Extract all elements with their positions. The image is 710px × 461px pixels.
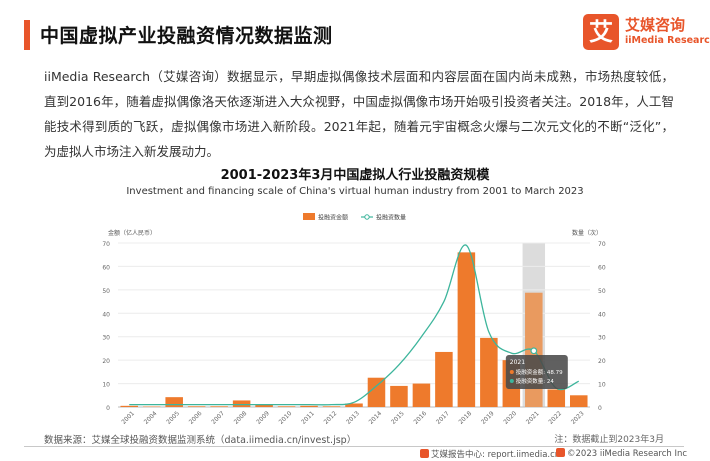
y-left-tick-label: 20 (102, 358, 110, 365)
legend-label-count: 投融资数量 (376, 214, 406, 222)
bar-2016 (412, 383, 431, 407)
bar-2012 (322, 406, 341, 407)
x-tick-label: 2015 (390, 410, 406, 426)
line-point-highlight (530, 347, 538, 355)
y-right-tick-label: 20 (598, 358, 606, 365)
x-tick-label: 2018 (457, 410, 473, 426)
bar-2023 (569, 395, 588, 407)
x-tick-label: 2007 (210, 410, 226, 426)
data-source: 数据来源：艾媒全球投融资数据监测系统（data.iimedia.cn/inves… (44, 435, 357, 446)
copyright: ©2023 iiMedia Research Inc (556, 448, 687, 459)
y-left-tick-label: 0 (106, 405, 110, 412)
footer-divider (24, 446, 684, 447)
bar-2005 (165, 397, 183, 407)
y-left-tick-label: 30 (102, 335, 110, 342)
y-left-axis-label: 金额（亿人民币） (108, 229, 156, 237)
x-tick-label: 2022 (547, 410, 563, 426)
bar-2001 (120, 405, 139, 407)
y-left-tick-label: 40 (102, 311, 110, 318)
bar-2022 (547, 389, 566, 407)
bar-2018 (457, 252, 476, 407)
chart-title: 2001-2023年3月中国虚拟人行业投融资规模 (220, 168, 490, 183)
x-tick-label: 2011 (300, 410, 316, 426)
x-tick-label: 2014 (368, 410, 384, 426)
tooltip-row-amount: 投融资金额: 48.79 (516, 368, 563, 376)
y-left-tick-label: 60 (102, 264, 110, 271)
logo-english-text: iiMedia Research (625, 35, 710, 46)
report-center-icon (420, 449, 429, 458)
line-series-count (129, 244, 580, 406)
x-tick-label: 2008 (233, 410, 249, 426)
iimedia-logo: 艾 艾媒咨询 iiMedia Research (583, 12, 710, 52)
x-tick-label: 2017 (435, 410, 451, 426)
report-center-link[interactable]: 艾媒报告中心: report.iimedia.cn (420, 448, 560, 460)
bar-2015 (390, 385, 408, 407)
y-right-axis-label: 数量（次） (572, 229, 602, 237)
bar-2017 (435, 351, 453, 407)
x-tick-label: 2021 (525, 410, 541, 426)
bar-2013 (345, 403, 363, 407)
x-tick-label: 2006 (188, 410, 204, 426)
tooltip-box (505, 355, 568, 389)
copyright-logo-icon (556, 448, 565, 457)
logo-mark-icon: 艾 (583, 14, 619, 50)
x-tick-label: 2012 (323, 410, 339, 426)
logo-chinese-text: 艾媒咨询 (625, 16, 686, 34)
x-tick-label: 2016 (412, 410, 428, 426)
bar-2010 (277, 406, 296, 407)
copyright-text: ©2023 iiMedia Research Inc (567, 449, 688, 459)
bar-2019 (480, 337, 498, 407)
x-tick-label: 2013 (345, 410, 361, 426)
y-left-tick-label: 10 (102, 382, 110, 389)
y-right-tick-label: 30 (598, 335, 606, 342)
tooltip-marker-count (509, 379, 514, 383)
page-title: 中国虚拟产业投融资情况数据监测 (40, 25, 333, 47)
bar-2009 (255, 404, 273, 407)
x-tick-label: 2004 (143, 410, 159, 426)
tooltip-marker-amount (509, 370, 514, 374)
bar-2008 (232, 400, 251, 407)
y-right-tick-label: 0 (598, 405, 602, 412)
title-accent-bar (24, 20, 30, 50)
y-right-tick-label: 70 (598, 241, 606, 248)
y-right-tick-label: 10 (598, 382, 606, 389)
bar-2007 (210, 406, 228, 407)
report-center-text: 艾媒报告中心: report.iimedia.cn (431, 450, 561, 460)
y-right-tick-label: 40 (598, 311, 606, 318)
y-left-tick-label: 70 (102, 241, 110, 248)
legend-marker-count (364, 214, 370, 220)
x-tick-label: 2020 (502, 410, 518, 426)
bar-2006 (187, 406, 206, 407)
legend-swatch-amount (303, 213, 315, 220)
x-tick-label: 2023 (570, 410, 586, 426)
y-left-tick-label: 50 (102, 288, 110, 295)
tooltip-row-count: 投融资数量: 24 (516, 377, 555, 385)
tooltip-title: 2021 (510, 359, 525, 366)
legend-label-amount: 投融资金额 (318, 214, 348, 222)
x-tick-label: 2010 (278, 410, 294, 426)
intro-paragraph: iiMedia Research（艾媒咨询）数据显示，早期虚拟偶像技术层面和内容… (44, 69, 674, 159)
chart-subtitle: Investment and financing scale of China'… (126, 186, 584, 197)
y-right-tick-label: 50 (598, 288, 606, 295)
x-tick-label: 2005 (165, 410, 181, 426)
y-right-tick-label: 60 (598, 264, 606, 271)
data-note: 注：数据截止到2023年3月 (554, 435, 664, 445)
bar-2014 (367, 377, 386, 407)
x-tick-label: 2001 (120, 410, 136, 426)
bar-2011 (300, 405, 318, 407)
x-tick-label: 2009 (255, 410, 271, 426)
x-tick-label: 2019 (480, 410, 496, 426)
